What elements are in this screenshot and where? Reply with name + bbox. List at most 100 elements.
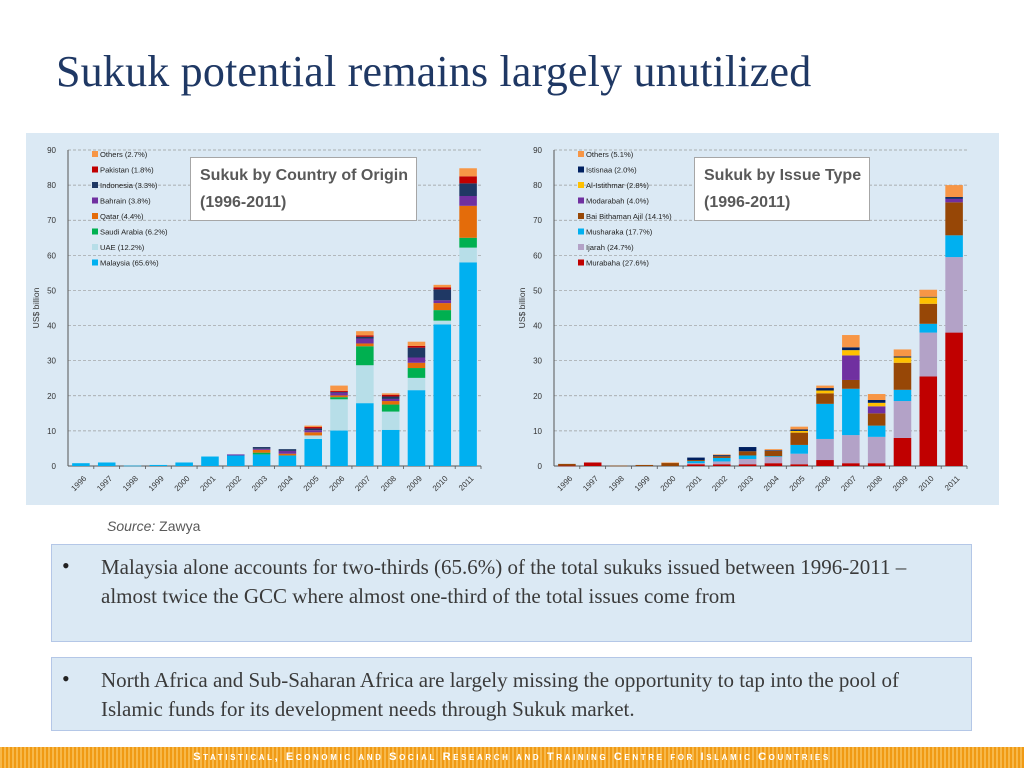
bar-segment-malaysia xyxy=(201,456,219,466)
bar-segment-others xyxy=(842,335,860,348)
x-tick-label: 2010 xyxy=(917,474,936,493)
bar-segment-bai-bithaman-ajil xyxy=(816,393,834,404)
bar-segment-uae xyxy=(433,320,452,325)
bar-segment-saudi-arabia xyxy=(433,310,452,321)
chart-title: Sukuk by Issue Type xyxy=(704,167,862,184)
bar-segment-others xyxy=(459,168,477,177)
slide-title: Sukuk potential remains largely unutiliz… xyxy=(56,47,812,96)
bar-segment-others xyxy=(867,394,886,400)
bar-segment-bai-bithaman-ajil xyxy=(867,413,886,426)
y-tick-label: 80 xyxy=(533,181,542,190)
bar-segment-others xyxy=(893,349,912,357)
bar-segment-pakistan xyxy=(407,345,426,348)
bar-segment-indonesia xyxy=(304,428,322,431)
y-tick-label: 30 xyxy=(533,357,542,366)
bar-segment-qatar xyxy=(381,401,400,405)
y-tick-label: 0 xyxy=(538,462,543,471)
bar-segment-others xyxy=(790,426,808,430)
bar-segment-musharaka xyxy=(713,457,731,462)
bar-segment-murabaha xyxy=(764,463,783,466)
x-tick-label: 2004 xyxy=(276,474,295,493)
bar-segment-murabaha xyxy=(893,437,912,466)
legend-label: Al-Istithmar (2.8%) xyxy=(586,181,649,190)
bar-segment-bahrain xyxy=(227,454,245,456)
bar-segment-others xyxy=(661,462,679,464)
bar-segment-istisnaa xyxy=(687,457,705,461)
bar-segment-others xyxy=(764,449,783,451)
bar-segment-istisnaa xyxy=(842,347,860,351)
y-axis-label: US$ billion xyxy=(31,287,41,328)
bar-segment-bahrain xyxy=(381,398,400,402)
bar-segment-al-istithmar xyxy=(790,430,808,433)
bar-segment-istisnaa xyxy=(738,447,757,452)
bar-segment-malaysia xyxy=(252,454,271,466)
x-tick-label: 2011 xyxy=(457,474,476,493)
bar-segment-ijarah xyxy=(713,461,731,465)
bar-segment-bahrain xyxy=(278,450,297,454)
chart-svg-issue: 0 10 20 30 40 50 60 70 80 90 US$ billion 1996 1997 19… xyxy=(517,146,968,493)
bar-segment-indonesia xyxy=(330,391,348,393)
x-tick-label: 2010 xyxy=(431,474,450,493)
bullet-text: North Africa and Sub-Saharan Africa are … xyxy=(101,668,900,721)
bar-segment-istisnaa xyxy=(790,429,808,431)
bar-segment-istisnaa xyxy=(816,388,834,391)
bar-segment-murabaha xyxy=(558,465,576,467)
y-tick-label: 90 xyxy=(47,146,56,155)
legend-swatch xyxy=(578,228,584,235)
footer-bar: Statistical, Economic and Social Researc… xyxy=(0,747,1024,768)
y-tick-label: 80 xyxy=(47,181,56,190)
footer-text: Statistical, Economic and Social Researc… xyxy=(193,751,831,763)
bar-segment-pakistan xyxy=(356,335,374,337)
bar-segment-uae xyxy=(407,377,426,391)
bar-segment-saudi-arabia xyxy=(459,237,477,248)
bar-segment-bai-bithaman-ajil xyxy=(919,303,938,324)
bar-segment-others xyxy=(330,385,348,391)
chart-title-box-country: Sukuk by Country of Origin (1996-2011) xyxy=(190,157,418,221)
legend-label: Saudi Arabia (6.2%) xyxy=(100,228,168,237)
bar-segment-malaysia xyxy=(407,390,426,466)
y-axis-label: US$ billion xyxy=(517,287,527,328)
x-tick-label: 1999 xyxy=(147,474,166,493)
bar-segment-bahrain xyxy=(252,448,271,450)
bar-segment-uae xyxy=(381,411,400,430)
legend-swatch xyxy=(92,197,98,204)
legend-swatch xyxy=(578,182,584,188)
bar-segment-saudi-arabia xyxy=(330,397,348,400)
bar-segment-bahrain xyxy=(407,357,426,363)
y-tick-label: 90 xyxy=(533,146,542,155)
bar-segment-bai-bithaman-ajil xyxy=(635,464,654,466)
bullet-box-malaysia: • Malaysia alone accounts for two-thirds… xyxy=(51,544,972,642)
bar-segment-saudi-arabia xyxy=(356,346,374,366)
bar-segment-pakistan xyxy=(433,287,452,290)
bar-segment-others xyxy=(433,284,452,288)
source-value: Zawya xyxy=(159,518,201,534)
bar-segment-bahrain xyxy=(356,338,374,344)
bar-segment-bai-bithaman-ajil xyxy=(713,456,731,458)
bar-segment-istisnaa xyxy=(945,197,963,199)
y-tick-label: 40 xyxy=(47,322,56,331)
bar-segment-murabaha xyxy=(842,463,860,466)
bar-segment-pakistan xyxy=(304,427,322,429)
x-tick-label: 1997 xyxy=(95,474,114,493)
x-tick-label: 2009 xyxy=(891,474,910,493)
bar-segment-bai-bithaman-ajil xyxy=(558,463,576,466)
x-tick-label: 2007 xyxy=(353,474,372,493)
bar-segment-saudi-arabia xyxy=(252,452,271,455)
y-tick-label: 10 xyxy=(47,427,56,436)
legend-swatch xyxy=(92,259,98,266)
legend-label: Murabaha (27.6%) xyxy=(586,259,649,268)
legend-label: UAE (12.2%) xyxy=(100,243,145,252)
chart-title: Sukuk by Country of Origin xyxy=(200,167,409,184)
bar-segment-istisnaa xyxy=(867,399,886,403)
bar-segment-qatar xyxy=(304,432,322,436)
x-tick-label: 2001 xyxy=(684,474,703,493)
bar-segment-uae xyxy=(459,247,477,263)
y-tick-label: 20 xyxy=(533,392,542,401)
bar-segment-musharaka xyxy=(842,388,860,436)
bar-segment-saudi-arabia xyxy=(381,404,400,412)
bullet-text: Malaysia alone accounts for two-thirds (… xyxy=(101,555,907,608)
bar-segment-uae xyxy=(304,435,322,439)
bar-segment-qatar xyxy=(278,453,297,456)
bar-segment-ijarah xyxy=(790,453,808,465)
legend-label: Others (2.7%) xyxy=(100,150,148,159)
